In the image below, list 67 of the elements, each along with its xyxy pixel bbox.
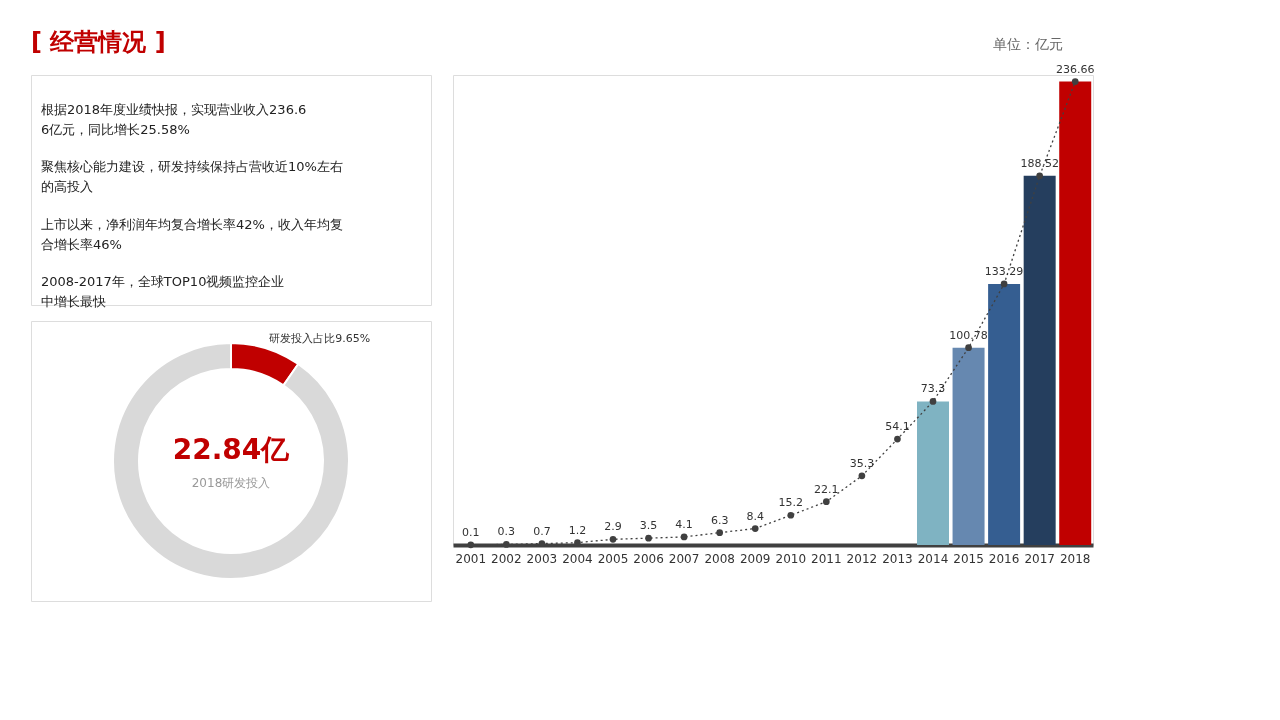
bar [1023, 175, 1056, 545]
data-label: 0.3 [497, 525, 516, 539]
point [1071, 78, 1079, 85]
point [680, 533, 688, 541]
data-label: 3.5 [639, 519, 658, 533]
text: 2018研发投入 [191, 476, 271, 490]
text: 聚焦核心能力建设，研发持续保持占营收近10%左右的高投入 [41, 159, 343, 195]
x-tick-label: 2018 [1059, 551, 1091, 566]
point [645, 534, 652, 542]
x-tick-label: 2010 [775, 551, 807, 566]
data-label: 2.9 [604, 520, 622, 534]
text: [ 经营情况 ] [31, 28, 166, 56]
x-tick-label: 2008 [704, 551, 735, 566]
x-tick-label: 2016 [988, 551, 1020, 566]
point [751, 525, 759, 532]
text: 上市以来，净利润年均复合增长率42%，收入年均复合增长率46% [41, 216, 343, 252]
point [467, 541, 475, 549]
x-tick-label: 2013 [882, 551, 913, 566]
data-label: 0.1 [462, 525, 480, 539]
x-tick-label: 2011 [811, 551, 842, 566]
data-label: 35.3 [849, 456, 875, 470]
data-label: 15.2 [778, 496, 804, 510]
bar [952, 347, 985, 545]
text: 22.84亿 [172, 433, 291, 466]
point [609, 535, 617, 543]
point [965, 344, 972, 351]
x-tick-label: 2005 [597, 551, 629, 566]
data-label: 100.78 [949, 328, 988, 342]
x-tick-label: 2001 [455, 551, 487, 566]
x-tick-label: 2015 [953, 551, 984, 566]
x-tick-label: 2007 [668, 551, 700, 566]
point [929, 398, 937, 405]
x-tick-label: 2017 [1024, 551, 1055, 566]
data-label: 8.4 [746, 509, 764, 523]
data-label: 73.3 [920, 382, 946, 396]
point [1000, 280, 1008, 288]
point [894, 435, 901, 443]
slice-label: 研发投入占比9.65% [269, 331, 371, 345]
data-label: 4.1 [675, 517, 693, 531]
data-label: 6.3 [710, 513, 729, 527]
x-tick-label: 2009 [739, 551, 771, 566]
point [502, 541, 510, 548]
text: 单位：亿元 [993, 36, 1063, 52]
point [822, 498, 830, 506]
data-label: 54.1 [885, 420, 910, 434]
x-tick-label: 2014 [917, 551, 949, 566]
data-label: 236.66 [1055, 62, 1095, 76]
x-tick-label: 2002 [491, 551, 522, 566]
data-label: 1.2 [568, 523, 587, 537]
point [716, 529, 724, 537]
donut-slice [112, 342, 350, 580]
x-tick-label: 2003 [526, 551, 558, 566]
text: 2008-2017年，全球TOP10视频监控企业中增长最快 [41, 274, 285, 310]
bar [917, 401, 949, 545]
data-label: 22.1 [814, 482, 839, 496]
data-label: 188.52 [1020, 156, 1059, 170]
bar [988, 283, 1021, 545]
x-tick-label: 2012 [846, 551, 878, 566]
point [1036, 172, 1044, 180]
text: 根据2018年度业绩快报，实现营业收入236.66亿元，同比增长25.58% [41, 101, 307, 137]
point [858, 472, 866, 480]
x-tick-label: 2004 [562, 551, 593, 566]
point [787, 511, 795, 519]
data-label: 0.7 [533, 524, 551, 538]
data-label: 133.29 [984, 264, 1024, 278]
bar [1059, 81, 1092, 545]
x-tick-label: 2006 [633, 551, 664, 566]
